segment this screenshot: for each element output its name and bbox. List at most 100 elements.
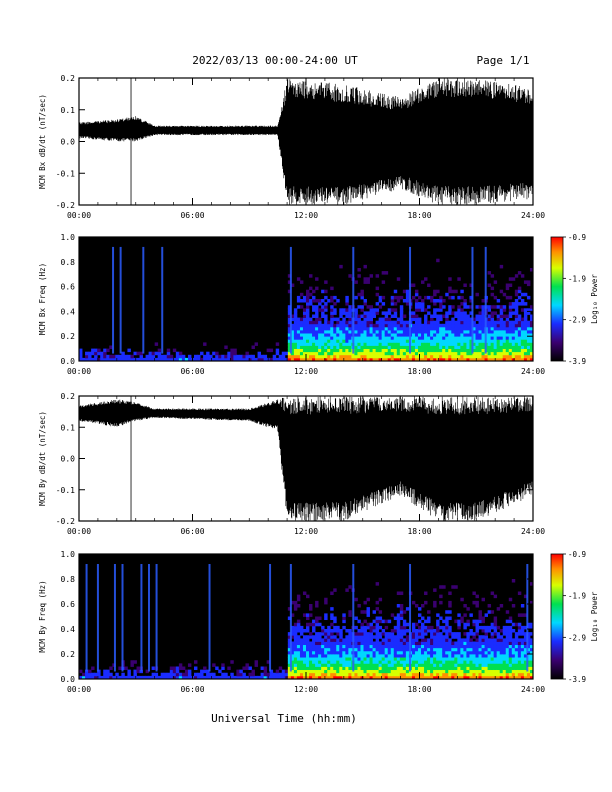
spectrogram-cell bbox=[187, 354, 192, 359]
spectrogram-cell bbox=[460, 320, 464, 325]
spectrogram-cell bbox=[378, 348, 383, 353]
spectrogram-cell bbox=[306, 302, 310, 306]
spectrogram-cell bbox=[290, 657, 295, 661]
spectrogram-cell bbox=[520, 641, 525, 646]
spectrogram-cell bbox=[496, 299, 501, 303]
spectrogram-cell bbox=[526, 330, 531, 334]
spectrogram-cell bbox=[499, 308, 504, 312]
spectrogram-cell bbox=[387, 320, 392, 325]
spectrogram-cell bbox=[439, 585, 443, 589]
spectrogram-cell bbox=[287, 339, 292, 343]
spectrogram-cell bbox=[460, 644, 464, 649]
spectrogram-cell bbox=[221, 357, 225, 362]
spectrogram-cell bbox=[514, 336, 519, 340]
spectrogram-cell bbox=[336, 357, 340, 362]
spectrogram-cell bbox=[505, 625, 510, 630]
spectrogram-cell bbox=[366, 635, 370, 639]
spectrogram-cell bbox=[457, 644, 461, 649]
spectrogram-cell bbox=[257, 357, 261, 362]
spectrogram-cell bbox=[293, 647, 298, 652]
spectrogram-cell bbox=[427, 342, 431, 346]
spectrogram-cell bbox=[424, 654, 428, 658]
spectrogram-cell bbox=[499, 657, 504, 661]
spectrogram-cell bbox=[378, 339, 383, 343]
spectrogram-cell bbox=[348, 610, 352, 614]
spectrogram-cell bbox=[130, 675, 134, 680]
spectrogram-cell bbox=[529, 675, 534, 680]
spectrogram-cell bbox=[430, 647, 434, 652]
spectrogram-cell bbox=[502, 663, 507, 667]
spectrogram-streak bbox=[409, 564, 412, 672]
spectrogram-cell bbox=[375, 635, 380, 639]
spectrogram-cell bbox=[233, 354, 237, 359]
spectrogram-cell bbox=[475, 330, 479, 334]
spectrogram-cell bbox=[363, 339, 367, 343]
panel-bx_spec: 00:00 06:00 12:00 18:00 24:001.00.80.60.40.2… bbox=[38, 233, 545, 376]
spectrogram-cell bbox=[399, 317, 404, 322]
spectrogram-cell bbox=[151, 354, 156, 359]
spectrogram-cell bbox=[387, 638, 392, 642]
spectrogram-cell bbox=[430, 660, 434, 664]
spectrogram-cell bbox=[499, 638, 504, 642]
spectrogram-cell bbox=[363, 600, 367, 605]
spectrogram-cell bbox=[496, 333, 501, 337]
spectrogram-cell bbox=[175, 672, 180, 677]
spectrogram-cell bbox=[333, 619, 337, 624]
spectrogram-cell bbox=[284, 672, 289, 677]
spectrogram-cell bbox=[227, 354, 231, 359]
spectrogram-cell bbox=[436, 289, 440, 294]
spectrogram-cell bbox=[336, 317, 340, 322]
spectrogram-cell bbox=[490, 311, 495, 315]
spectrogram-cell bbox=[493, 632, 498, 636]
spectrogram-cell bbox=[436, 342, 440, 346]
spectrogram-cell bbox=[523, 625, 528, 630]
spectrogram-cell bbox=[327, 644, 331, 649]
spectrogram-cell bbox=[469, 357, 473, 362]
spectrogram-cell bbox=[306, 654, 310, 658]
y-tick-label: -0.2 bbox=[56, 517, 75, 526]
spectrogram-cell bbox=[475, 292, 479, 297]
spectrogram-cell bbox=[296, 305, 301, 309]
y-axis-label: MCM By Freq (Hz) bbox=[38, 580, 47, 652]
spectrogram-cell bbox=[514, 274, 519, 278]
y-tick-label: 0.6 bbox=[61, 600, 76, 609]
spectrogram-cell bbox=[318, 669, 322, 674]
spectrogram-cell bbox=[487, 638, 492, 642]
spectrogram-cell bbox=[330, 660, 334, 664]
y-tick-label: 0.6 bbox=[61, 283, 76, 292]
spectrogram-cell bbox=[378, 597, 383, 602]
spectrogram-cell bbox=[493, 305, 498, 309]
spectrogram-cell bbox=[324, 629, 328, 633]
spectrogram-cell bbox=[414, 299, 419, 303]
y-tick-label: 0.2 bbox=[61, 650, 76, 659]
spectrogram-cell bbox=[203, 666, 207, 671]
spectrogram-cell bbox=[366, 323, 370, 328]
spectrogram-streak bbox=[147, 564, 150, 672]
y-tick-label: 0.1 bbox=[61, 106, 76, 115]
spectrogram-cell bbox=[230, 357, 234, 362]
spectrogram-cell bbox=[348, 320, 352, 325]
spectrogram-cell bbox=[302, 295, 307, 300]
spectrogram-cell bbox=[460, 314, 464, 318]
spectrogram-cell bbox=[115, 354, 119, 359]
spectrogram-cell bbox=[342, 613, 346, 617]
spectrogram-cell bbox=[421, 280, 425, 284]
spectrogram-cell bbox=[511, 348, 516, 353]
spectrogram-cell bbox=[469, 339, 473, 343]
spectrogram-cell bbox=[302, 326, 307, 331]
spectrogram-cell bbox=[339, 323, 343, 328]
y-tick-label: 0.4 bbox=[61, 625, 76, 634]
spectrogram-cell bbox=[299, 632, 304, 636]
spectrogram-cell bbox=[502, 323, 507, 328]
spectrogram-cell bbox=[339, 654, 343, 658]
spectrogram-cell bbox=[430, 632, 434, 636]
spectrogram-cell bbox=[390, 308, 395, 312]
spectrogram-cell bbox=[445, 339, 449, 343]
spectrogram-cell bbox=[354, 308, 358, 312]
spectrogram-cell bbox=[529, 320, 534, 325]
spectrogram-cell bbox=[472, 669, 476, 674]
spectrogram-cell bbox=[523, 675, 528, 680]
spectrogram-cell bbox=[517, 613, 522, 617]
spectrogram-cell bbox=[293, 632, 298, 636]
spectrogram-cell bbox=[421, 675, 425, 680]
